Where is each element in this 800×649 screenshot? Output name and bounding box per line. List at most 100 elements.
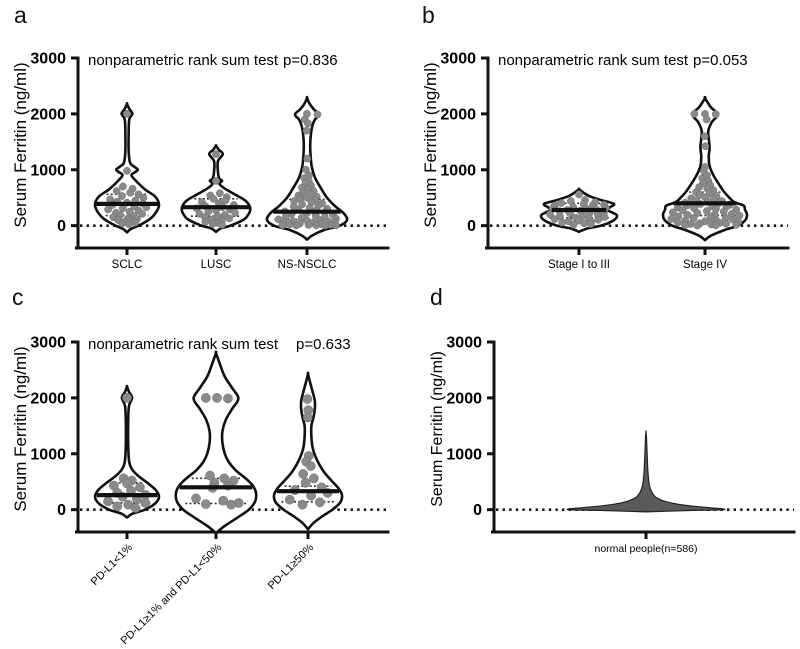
- data-point: [298, 200, 306, 209]
- data-point: [285, 220, 294, 229]
- data-point: [200, 499, 211, 509]
- x-tick-label: Stage I to III: [548, 259, 610, 271]
- data-point: [208, 220, 217, 228]
- violin-group: [661, 95, 749, 242]
- violin-group: [93, 384, 161, 519]
- data-point: [558, 218, 567, 227]
- statistical-test-label: nonparametric rank sum test: [88, 52, 279, 69]
- data-point: [218, 495, 229, 506]
- statistical-test-label: nonparametric rank sum test: [498, 52, 689, 69]
- data-point: [292, 221, 301, 230]
- data-point: [594, 215, 603, 224]
- data-point: [191, 493, 201, 504]
- p-value-label: p=0.633: [296, 336, 351, 353]
- y-tick-label: 3000: [30, 51, 66, 68]
- data-point: [546, 210, 554, 219]
- y-tick-label: 1000: [446, 446, 482, 463]
- data-point: [122, 393, 132, 403]
- data-point: [575, 190, 583, 199]
- data-point: [673, 218, 682, 227]
- data-point: [309, 473, 319, 484]
- data-point: [212, 393, 222, 403]
- y-tick-label: 0: [57, 218, 66, 235]
- y-tick-label: 0: [57, 502, 66, 519]
- y-tick-label: 1000: [30, 162, 66, 179]
- data-point: [722, 219, 730, 228]
- y-tick-label: 0: [467, 218, 476, 235]
- data-point: [550, 215, 559, 223]
- data-point: [212, 177, 220, 185]
- data-point: [123, 110, 131, 118]
- violin-group: [265, 95, 349, 241]
- data-point: [140, 498, 151, 508]
- data-point: [126, 188, 134, 197]
- data-point: [212, 150, 220, 158]
- data-point: [711, 110, 720, 119]
- violin-group: [272, 371, 344, 531]
- data-point: [209, 194, 218, 203]
- data-point: [138, 210, 147, 218]
- y-axis-title: Serum Ferritin (ng/ml): [11, 346, 30, 511]
- data-point: [216, 189, 224, 198]
- y-tick-label: 2000: [30, 390, 66, 407]
- data-point: [112, 501, 123, 512]
- y-tick-label: 2000: [446, 390, 482, 407]
- x-tick-label: LUSC: [201, 259, 232, 271]
- data-point: [703, 207, 711, 215]
- data-point: [701, 142, 710, 151]
- panel-c: c 0 1000 2000 3000 Serum Ferritin (ng/ml) nonp…: [0, 280, 400, 649]
- data-point: [104, 205, 112, 214]
- data-point: [297, 499, 308, 510]
- panel-letter-a: a: [14, 2, 27, 28]
- violin-group: [93, 101, 161, 234]
- data-point: [600, 213, 609, 221]
- data-point: [298, 469, 309, 479]
- panel-letter-b: b: [422, 2, 435, 28]
- data-point: [304, 221, 313, 229]
- data-point: [302, 412, 313, 423]
- y-axis-title: Serum Ferritin (ng/ml): [429, 351, 446, 507]
- x-tick-label: PD-L1<1%: [89, 541, 135, 587]
- panel-b: b 0 1000 2000 3000 Serum Ferritin (ng/ml) nonp…: [400, 0, 800, 285]
- data-point: [332, 221, 340, 230]
- data-point: [300, 477, 311, 488]
- panel-letter-c: c: [12, 284, 24, 310]
- data-point: [312, 221, 321, 230]
- y-tick-label: 1000: [30, 446, 66, 463]
- y-axis-title: Serum Ferritin (ng/ml): [11, 62, 30, 227]
- data-point: [103, 496, 113, 507]
- data-point: [711, 221, 720, 230]
- panel-a: a 0 1000 2000 3000 Serum Ferritin (ng/ml) nonp…: [0, 0, 400, 285]
- y-tick-label: 2000: [30, 106, 66, 123]
- data-point: [693, 209, 702, 217]
- data-point: [130, 503, 141, 513]
- data-point: [303, 154, 312, 163]
- data-point: [123, 167, 131, 175]
- data-point: [681, 221, 689, 229]
- violin-shape: [566, 430, 726, 513]
- y-tick-label: 0: [473, 502, 482, 519]
- statistical-test-label: nonparametric rank sum test: [88, 336, 279, 353]
- data-point: [112, 187, 121, 195]
- data-point: [732, 220, 741, 229]
- data-point: [700, 132, 709, 141]
- violin-group: [539, 187, 619, 234]
- panel-d: d 0 1000 2000 3000 Serum Ferritin (ng/ml) norm…: [400, 280, 800, 649]
- data-point: [678, 206, 687, 215]
- data-point: [690, 110, 699, 118]
- violin-group: [180, 143, 252, 234]
- x-tick-label: SCLC: [112, 259, 143, 271]
- data-point: [119, 182, 127, 191]
- data-point: [321, 221, 330, 230]
- violin-shape: [174, 350, 258, 535]
- x-tick-label: PD-L1≥50%: [266, 541, 317, 592]
- y-tick-label: 1000: [440, 162, 476, 179]
- data-point: [135, 482, 145, 493]
- x-tick-label: normal people(n=586): [594, 543, 697, 555]
- data-point: [315, 497, 325, 508]
- y-tick-label: 3000: [440, 51, 476, 68]
- y-tick-label: 3000: [30, 335, 66, 352]
